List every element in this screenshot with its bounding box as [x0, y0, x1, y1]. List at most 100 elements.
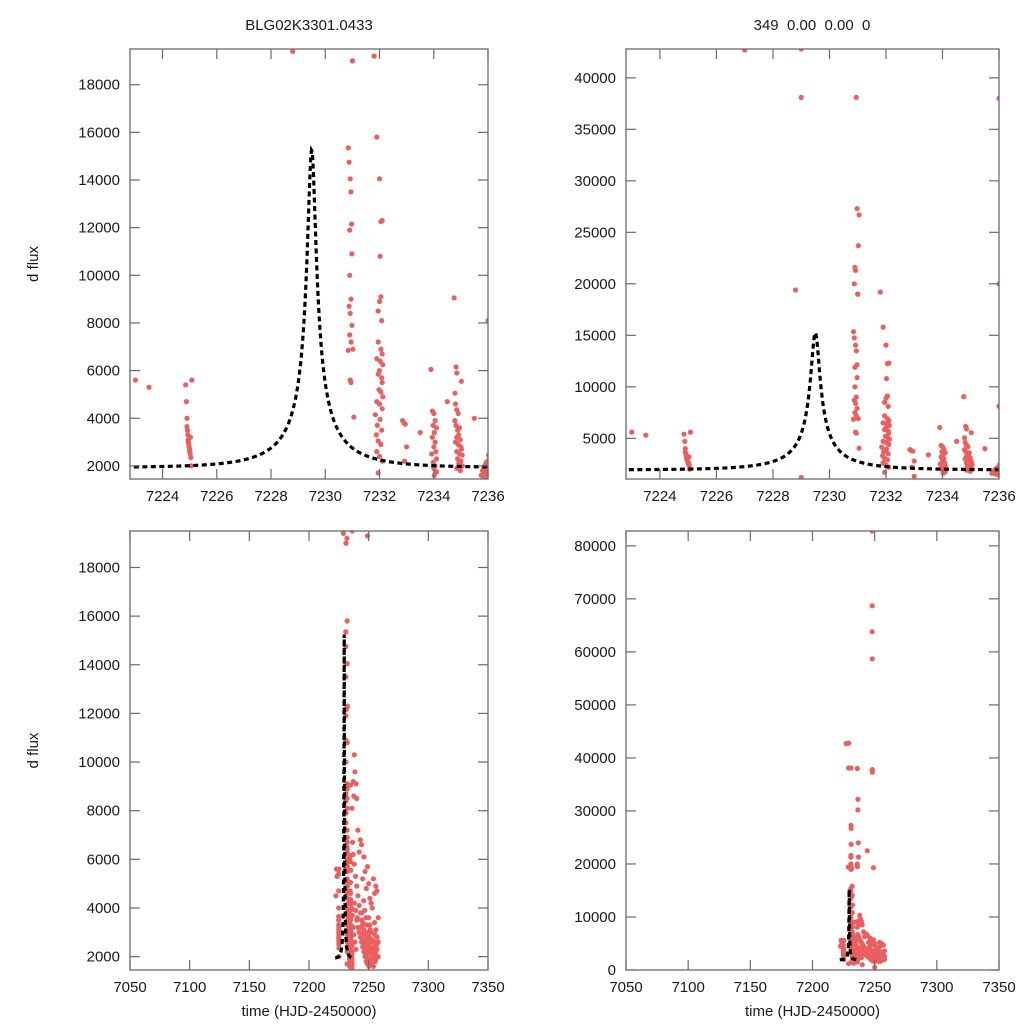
data-point: [372, 932, 378, 938]
data-point: [356, 902, 362, 909]
data-point: [855, 840, 861, 846]
x-tick-label: 7300: [412, 979, 445, 996]
data-point: [146, 384, 152, 390]
data-point: [911, 458, 917, 464]
data-point: [452, 401, 459, 407]
data-point: [877, 289, 883, 295]
data-point: [911, 473, 917, 479]
data-point: [377, 253, 383, 259]
data-point: [870, 865, 877, 871]
data-point: [848, 825, 854, 832]
data-point: [455, 427, 461, 433]
data-point: [458, 378, 464, 384]
data-point: [367, 937, 373, 943]
data-point: [849, 902, 856, 908]
data-point: [859, 962, 865, 968]
y-tick-label: 2000: [87, 949, 120, 966]
y-tick-label: 15000: [574, 327, 616, 344]
data-point: [364, 922, 370, 928]
data-point: [886, 441, 892, 448]
data-points: [132, 49, 512, 479]
data-point: [375, 371, 381, 377]
y-tick-label: 35000: [574, 121, 616, 138]
data-point: [379, 351, 385, 357]
data-point: [377, 416, 383, 422]
data-point: [849, 892, 855, 899]
data-point: [183, 382, 189, 388]
y-tick-label: 4000: [87, 410, 120, 427]
data-point: [348, 905, 354, 911]
data-point: [882, 399, 888, 405]
data-point: [507, 435, 512, 440]
data-point: [1011, 418, 1016, 423]
data-point: [433, 456, 440, 462]
data-point: [375, 339, 381, 345]
data-point: [374, 449, 380, 455]
y-tick-label: 18000: [78, 77, 120, 94]
x-tick-label: 7050: [609, 979, 642, 996]
data-point: [344, 703, 350, 709]
x-tick-label: 7350: [982, 979, 1015, 996]
data-point: [344, 618, 350, 624]
y-tick-label: 10000: [78, 267, 120, 284]
data-point: [349, 322, 355, 328]
data-point: [379, 427, 385, 433]
data-point: [686, 454, 692, 460]
data-point: [458, 446, 464, 452]
data-point: [349, 516, 354, 521]
data-point: [340, 531, 346, 536]
data-point: [846, 961, 852, 967]
data-point: [839, 939, 845, 945]
y-tick-label: 40000: [574, 70, 616, 87]
data-point: [372, 412, 378, 418]
data-point: [376, 298, 383, 305]
data-point: [452, 418, 458, 424]
data-point: [364, 96, 369, 101]
data-point: [348, 896, 354, 903]
x-tick-label: 7228: [254, 488, 287, 505]
data-point: [354, 883, 360, 889]
data-point: [333, 866, 339, 872]
x-tick-label: 7224: [643, 488, 676, 505]
data-point: [855, 243, 861, 249]
y-tick-label: 16000: [78, 608, 120, 625]
data-point: [452, 390, 458, 396]
data-point: [378, 346, 384, 352]
data-point: [347, 227, 353, 233]
data-point: [402, 421, 408, 427]
data-point: [855, 416, 861, 422]
y-tick-label: 80000: [574, 538, 616, 555]
data-point: [379, 379, 385, 386]
data-point: [336, 917, 342, 923]
data-point: [494, 423, 499, 428]
data-point: [378, 441, 384, 448]
data-point: [444, 399, 450, 405]
data-point: [352, 769, 358, 775]
data-point: [349, 251, 355, 257]
data-point: [848, 841, 854, 847]
data-point: [351, 932, 357, 938]
data-point: [367, 895, 373, 901]
data-point: [860, 948, 866, 954]
data-point: [910, 448, 916, 454]
data-point: [369, 905, 375, 911]
data-point: [869, 603, 875, 609]
y-tick-label: 8000: [87, 803, 120, 820]
data-point: [357, 837, 363, 843]
data-point: [880, 324, 886, 330]
data-point: [351, 752, 357, 758]
data-point: [849, 865, 855, 871]
data-point: [354, 915, 360, 921]
data-point: [373, 883, 379, 889]
data-point: [852, 342, 859, 348]
y-tick-label: 12000: [78, 220, 120, 237]
data-point: [347, 332, 353, 338]
data-point: [364, 864, 371, 870]
data-point: [883, 395, 889, 401]
data-point: [360, 876, 366, 882]
data-point: [687, 429, 694, 435]
y-tick-label: 50000: [574, 697, 616, 714]
data-point: [345, 145, 351, 151]
x-tick-label: 7100: [173, 979, 206, 996]
x-tick-label: 7150: [734, 979, 767, 996]
